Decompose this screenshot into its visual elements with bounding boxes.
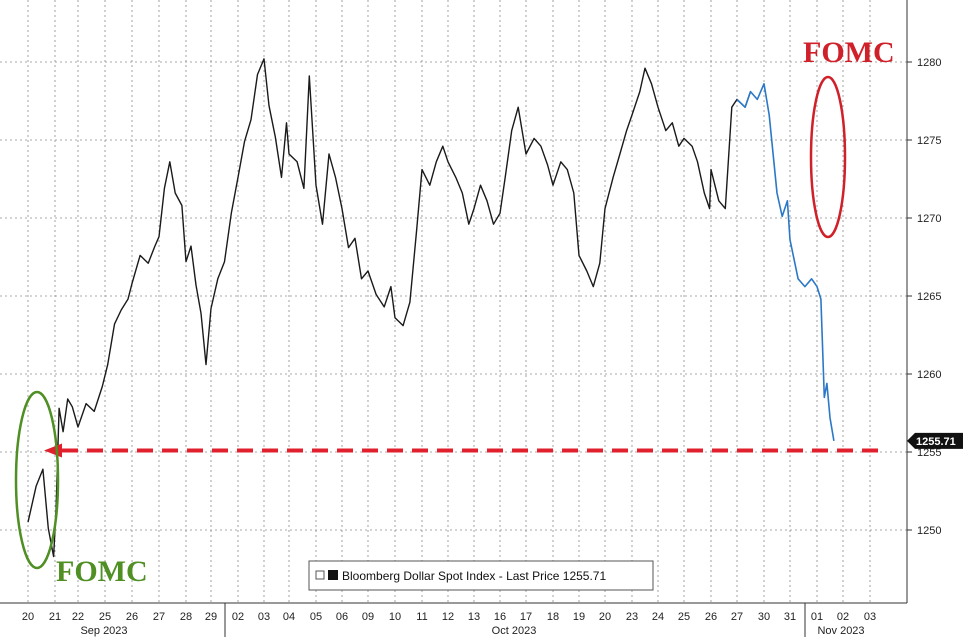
x-tick-label: 13 (468, 611, 480, 623)
x-tick-label: 06 (336, 611, 348, 623)
x-tick-label: 30 (758, 611, 770, 623)
x-tick-label: 24 (652, 611, 664, 623)
x-tick-label: 02 (232, 611, 244, 623)
legend-box (308, 560, 654, 591)
last-value-badge-shape (907, 432, 963, 449)
x-tick-label: 25 (678, 611, 690, 623)
month-labels: Sep 2023 Oct 2023 Nov 2023 (80, 625, 864, 637)
x-tick-label: 10 (389, 611, 401, 623)
x-tick-label: 18 (547, 611, 559, 623)
x-tick-label: 05 (310, 611, 322, 623)
x-tick-label: 26 (705, 611, 717, 623)
y-tick-label: 1265 (917, 291, 941, 303)
x-tick-label: 02 (837, 611, 849, 623)
legend: Bloomberg Dollar Spot Index - Last Price… (308, 560, 654, 591)
fomc-nov-label: FOMC (803, 36, 895, 69)
y-tick-label: 1255 (917, 447, 941, 459)
month-label: Sep 2023 (80, 625, 127, 637)
y-tick-labels: 1250 1255 1260 1265 1270 1275 1280 (907, 57, 941, 537)
x-tick-label: 20 (599, 611, 611, 623)
reference-arrow-head (44, 443, 62, 458)
month-label: Nov 2023 (817, 625, 864, 637)
x-tick-label: 23 (626, 611, 638, 623)
last-value-badge: 1255.71 (907, 432, 963, 449)
x-tick-label: 27 (731, 611, 743, 623)
legend-swatch (328, 570, 338, 580)
x-tick-label: 12 (442, 611, 454, 623)
month-label: Oct 2023 (492, 625, 537, 637)
fomc-nov-ellipse (809, 75, 847, 239)
x-tick-label: 17 (520, 611, 532, 623)
fomc-sep-ellipse (14, 390, 60, 570)
y-tick-label: 1260 (917, 369, 941, 381)
price-series-line (27, 58, 752, 558)
x-tick-label: 19 (573, 611, 585, 623)
x-tick-label: 25 (99, 611, 111, 623)
y-tick-label: 1250 (917, 525, 941, 537)
last-value-text: 1255.71 (916, 436, 956, 448)
legend-label: Bloomberg Dollar Spot Index - Last Price… (342, 569, 606, 583)
fomc-sep-label: FOMC (56, 555, 148, 588)
x-tick-label: 03 (864, 611, 876, 623)
x-tick-label: 03 (258, 611, 270, 623)
x-tick-label: 09 (362, 611, 374, 623)
x-tick-label: 16 (494, 611, 506, 623)
axes (0, 0, 908, 604)
x-tick-label: 20 (22, 611, 34, 623)
x-tick-label: 21 (49, 611, 61, 623)
x-tick-label: 31 (784, 611, 796, 623)
y-tick-label: 1270 (917, 213, 941, 225)
grid (0, 0, 907, 603)
x-tick-label: 22 (72, 611, 84, 623)
y-tick-label: 1275 (917, 135, 941, 147)
x-tick-label: 29 (205, 611, 217, 623)
y-tick-label: 1280 (917, 57, 941, 69)
price-series-recent-line (736, 83, 835, 442)
x-tick-label: 11 (416, 611, 427, 623)
x-tick-label: 01 (811, 611, 823, 623)
x-tick-labels: 20 21 22 25 26 27 28 29 02 03 04 05 06 09 10 11 12 13 16 17… (22, 603, 876, 637)
x-tick-label: 04 (283, 611, 295, 623)
x-tick-label: 28 (180, 611, 192, 623)
x-tick-label: 27 (153, 611, 165, 623)
legend-toggle-icon (315, 570, 325, 580)
x-tick-label: 26 (126, 611, 138, 623)
